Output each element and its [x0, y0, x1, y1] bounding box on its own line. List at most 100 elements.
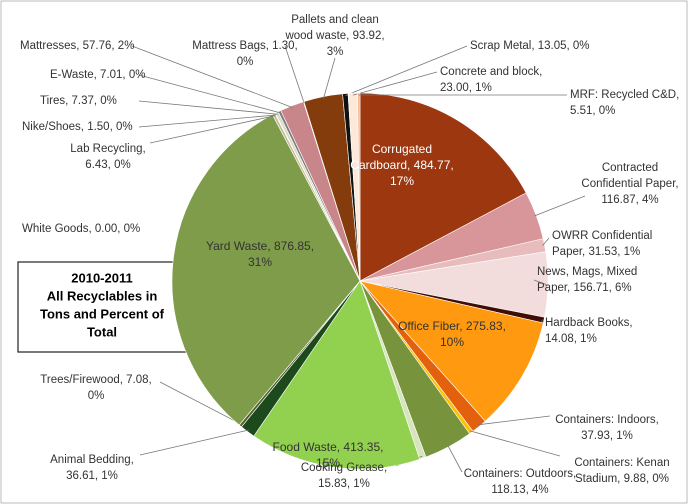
data-label-line: MRF: Recycled C&D,: [570, 89, 679, 101]
pie-slice: [359, 280, 544, 422]
data-label-line: 14.08, 1%: [545, 333, 597, 345]
data-label-line: Pallets and clean: [291, 14, 379, 26]
data-label-line: Concrete and block,: [440, 66, 542, 78]
data-label-line: Cooking Grease,: [301, 462, 387, 474]
leader-line: [149, 115, 275, 144]
data-label: Concrete and block, 23.00, 1%: [440, 66, 542, 94]
data-label-line: Tires, 7.37, 0%: [40, 95, 117, 107]
data-label-line: Stadium, 9.88, 0%: [575, 473, 669, 485]
data-label-line: 3%: [327, 46, 344, 58]
leader-line: [131, 45, 293, 108]
data-label: Containers: Outdoors, 118.13, 4%: [464, 468, 577, 496]
data-label-line: OWRR Confidential: [552, 230, 652, 242]
title-line: Total: [87, 324, 117, 339]
data-label: Scrap Metal, 13.05, 0%: [470, 40, 590, 52]
data-label: Lab Recycling, 6.43, 0%: [70, 143, 145, 171]
data-label-line: 116.87, 4%: [601, 194, 658, 206]
title-line: All Recyclables in: [47, 288, 158, 303]
leader-line: [284, 45, 305, 104]
data-label: Corrugated Cardboard, 484.77, 17%: [350, 142, 453, 188]
data-label: Yard Waste, 876.85, 31%: [206, 239, 314, 269]
data-label-line: Cardboard, 484.77,: [350, 158, 453, 172]
leader-line: [469, 430, 561, 457]
data-label-line: 31%: [248, 255, 272, 269]
title-line: Tons and Percent of: [40, 306, 165, 321]
pie-slice: [357, 92, 361, 282]
data-label-line: 36.61, 1%: [66, 470, 118, 482]
data-label-line: Mattresses, 57.76, 2%: [20, 40, 134, 52]
data-label-line: 0%: [88, 390, 105, 402]
leader-line: [477, 415, 551, 426]
data-label-line: 10%: [440, 335, 464, 349]
data-label-line: 23.00, 1%: [440, 82, 492, 94]
data-label-line: Lab Recycling,: [70, 143, 145, 155]
data-label: Cooking Grease, 15.83, 1%: [301, 462, 387, 490]
leader-line: [323, 57, 336, 99]
data-label-line: 15.83, 1%: [318, 478, 370, 490]
data-label-line: Food Waste, 413.35,: [273, 440, 384, 454]
data-label-line: Containers: Indoors,: [555, 414, 659, 426]
leader-line: [139, 429, 249, 456]
leader-line: [159, 381, 242, 425]
data-label-line: Paper, 31.53, 1%: [552, 246, 640, 258]
data-label: White Goods, 0.00, 0%: [22, 223, 140, 235]
data-label: Containers: Indoors, 37.93, 1%: [555, 414, 659, 442]
data-label-line: Animal Bedding,: [50, 454, 134, 466]
data-label-line: Contracted: [602, 162, 658, 174]
data-label: Mattresses, 57.76, 2%: [20, 40, 134, 52]
data-label-line: Corrugated: [372, 142, 432, 156]
leader-line: [533, 279, 547, 285]
data-label-line: Yard Waste, 876.85,: [206, 239, 314, 253]
data-label: Animal Bedding, 36.61, 1%: [50, 454, 134, 482]
chart-title: 2010-2011 All Recyclables in Tons and Pe…: [40, 270, 165, 339]
data-label: OWRR Confidential Paper, 31.53, 1%: [552, 230, 652, 258]
leader-line: [345, 45, 468, 96]
data-label-line: Paper, 156.71, 6%: [537, 282, 632, 294]
data-label: Food Waste, 413.35, 15%: [273, 440, 384, 470]
data-label-line: 5.51, 0%: [570, 105, 615, 117]
data-label-line: Nike/Shoes, 1.50, 0%: [22, 121, 133, 133]
data-label: MRF: Recycled C&D, 5.51, 0%: [570, 89, 679, 117]
data-label: Trees/Firewood, 7.08, 0%: [40, 374, 151, 402]
data-label: Nike/Shoes, 1.50, 0%: [22, 121, 133, 133]
leader-line: [534, 195, 586, 217]
data-label-line: 17%: [390, 174, 414, 188]
data-label-line: Containers: Outdoors,: [464, 468, 577, 480]
pie-slice: [359, 92, 527, 282]
data-label-line: White Goods, 0.00, 0%: [22, 223, 140, 235]
data-label-line: Trees/Firewood, 7.08,: [40, 374, 151, 386]
data-label-line: 37.93, 1%: [581, 430, 633, 442]
data-label-line: 118.13, 4%: [491, 484, 548, 496]
data-label-line: 15%: [316, 456, 340, 470]
data-label: Tires, 7.37, 0%: [40, 95, 117, 107]
leader-line: [447, 444, 463, 473]
data-label-line: 0%: [237, 56, 254, 68]
data-label-line: Confidential Paper,: [581, 178, 678, 190]
title-box: [17, 261, 188, 353]
data-label-line: wood waste, 93.92,: [284, 30, 384, 42]
data-label-line: Office Fiber, 275.83,: [398, 319, 506, 333]
data-label-line: E-Waste, 7.01, 0%: [50, 69, 145, 81]
data-label: Containers: Kenan Stadium, 9.88, 0%: [574, 457, 669, 485]
data-label-line: Scrap Metal, 13.05, 0%: [470, 40, 590, 52]
pie-slice: [253, 280, 421, 470]
leader-line: [542, 237, 550, 246]
data-label-line: Hardback Books,: [545, 317, 633, 329]
data-label-line: Containers: Kenan: [574, 457, 669, 469]
data-label: News, Mags, Mixed Paper, 156.71, 6%: [537, 266, 637, 294]
data-label: Mattress Bags, 1.30, 0%: [192, 40, 297, 68]
data-label: Hardback Books, 14.08, 1%: [545, 317, 633, 345]
leader-line: [138, 74, 281, 114]
title-line: 2010-2011: [71, 270, 132, 285]
data-label-line: 6.43, 0%: [85, 159, 130, 171]
leader-line: [352, 71, 438, 96]
leader-line: [138, 100, 278, 115]
data-label-line: Mattress Bags, 1.30,: [192, 40, 297, 52]
data-label: Office Fiber, 275.83, 10%: [398, 319, 506, 349]
data-label: Pallets and clean wood waste, 93.92, 3%: [284, 14, 384, 58]
data-label: E-Waste, 7.01, 0%: [50, 69, 145, 81]
leader-line: [138, 114, 277, 128]
data-label-line: News, Mags, Mixed: [537, 266, 637, 278]
data-label: Contracted Confidential Paper, 116.87, 4%: [581, 162, 678, 206]
